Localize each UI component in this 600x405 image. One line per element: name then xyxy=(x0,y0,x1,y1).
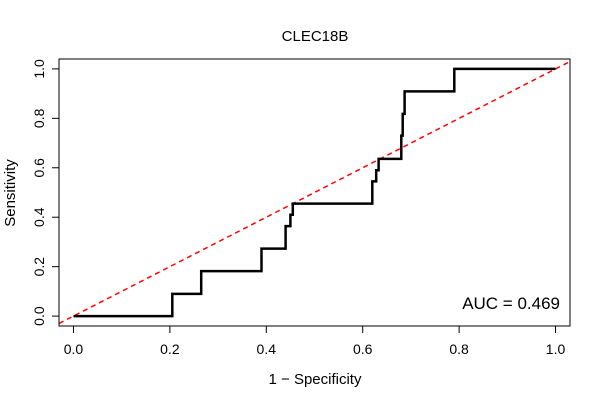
y-tick-label-1: 0.2 xyxy=(31,257,47,277)
x-axis-label: 1 − Specificity xyxy=(269,371,362,388)
roc-curve-line xyxy=(73,67,556,318)
x-tick-label-1: 0.2 xyxy=(160,341,180,357)
axis-ticks xyxy=(52,68,557,333)
y-tick-label-3: 0.6 xyxy=(31,158,47,178)
auc-annotation: AUC = 0.469 xyxy=(462,294,560,313)
axis-tick-labels: 0.0 0.2 0.4 0.6 0.8 1.0 0.0 0.2 0.4 0.6 0.8 1.0 xyxy=(31,59,565,357)
x-tick-label-0: 0.0 xyxy=(64,341,84,357)
x-tick-label-5: 1.0 xyxy=(546,341,566,357)
y-tick-label-4: 0.8 xyxy=(31,108,47,128)
y-tick-label-5: 1.0 xyxy=(31,59,47,79)
y-tick-label-0: 0.0 xyxy=(31,306,47,326)
x-tick-label-4: 0.8 xyxy=(449,341,469,357)
data-series xyxy=(58,60,571,325)
x-tick-label-3: 0.6 xyxy=(353,341,373,357)
x-tick-label-2: 0.4 xyxy=(257,341,277,357)
chart-title: CLEC18B xyxy=(282,28,349,45)
reference-diagonal-line xyxy=(58,60,571,325)
y-axis-label: Sensitivity xyxy=(2,159,19,227)
y-tick-label-2: 0.4 xyxy=(31,207,47,227)
plot-frame xyxy=(58,58,571,327)
